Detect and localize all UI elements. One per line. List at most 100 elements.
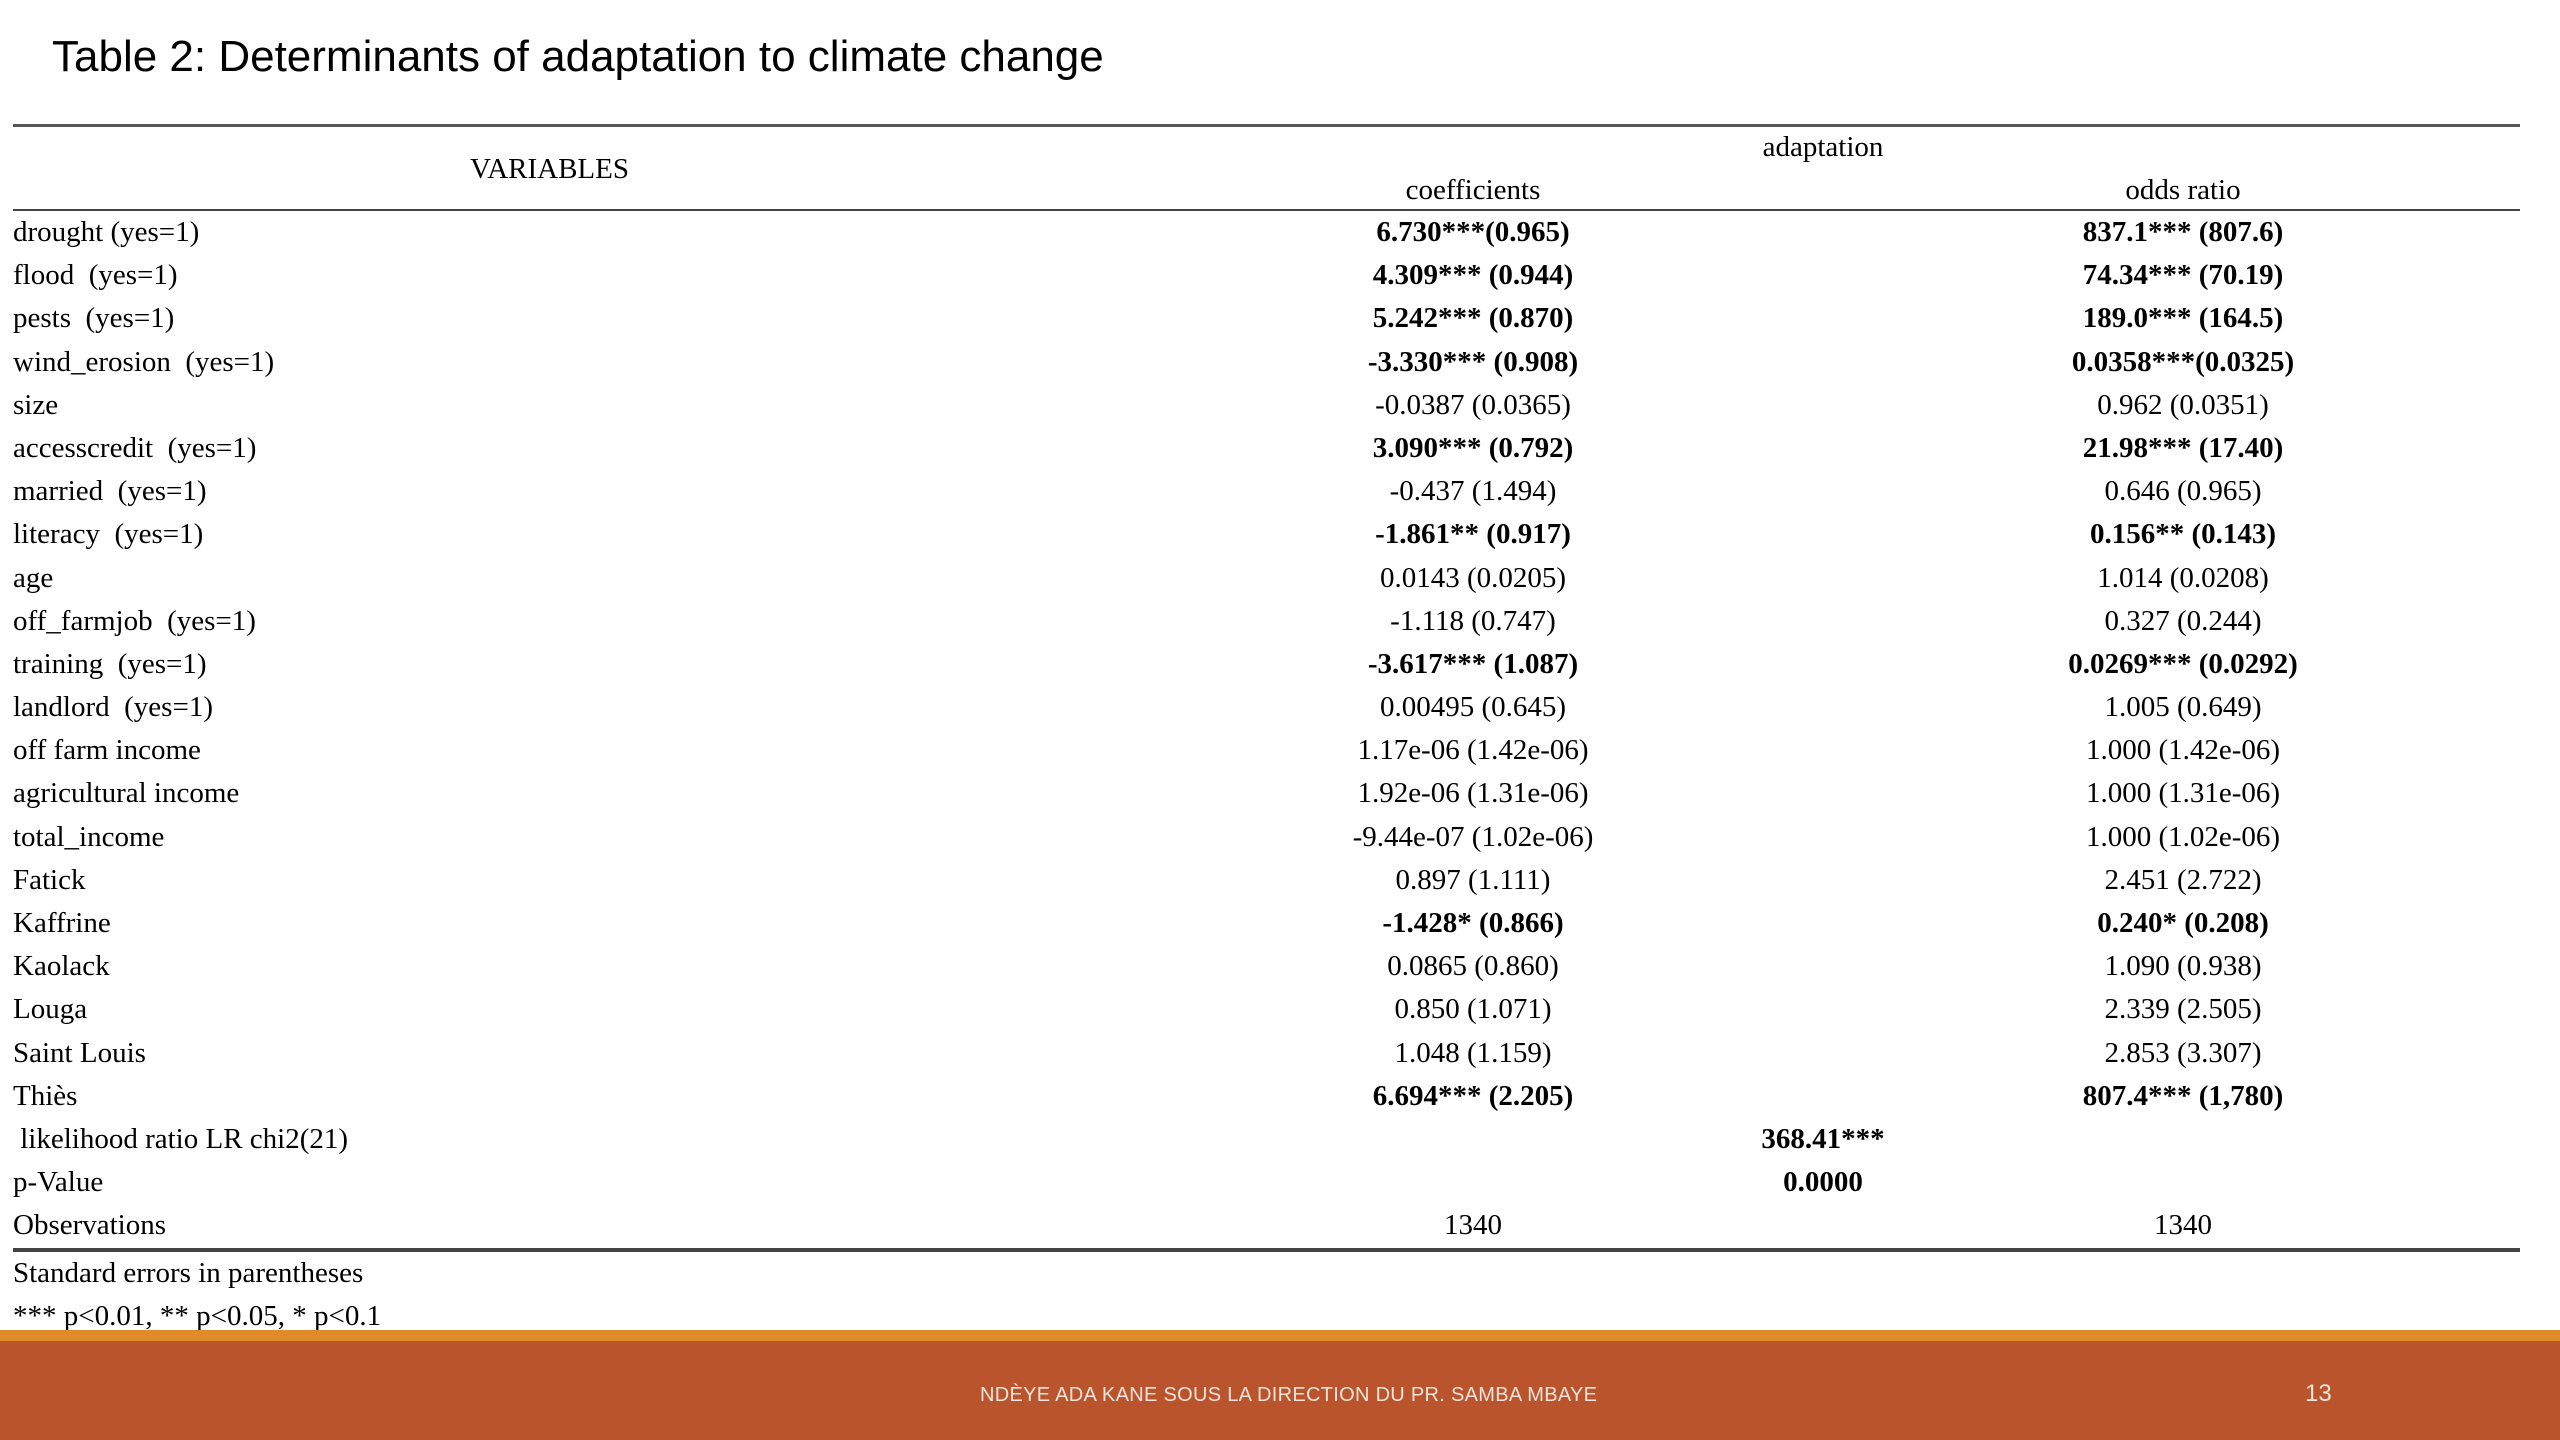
cell-odds-ratio: 2.451 (2.722) <box>2104 863 2262 896</box>
table-row: pests (yes=1) 5.242*** (0.870) 189.0*** (1… <box>13 297 2520 340</box>
table-note: *** p<0.01, ** p<0.05, * p<0.1 <box>13 1295 2520 1338</box>
cell-variable: pests (yes=1) <box>13 302 175 335</box>
cell-coefficient: 6.694*** (2.205) <box>1372 1079 1574 1112</box>
observations-odds-ratio: 1340 <box>2154 1209 2212 1242</box>
header-variables: VARIABLES <box>470 153 629 185</box>
cell-coefficient: -1.118 (0.747) <box>1390 604 1556 637</box>
cell-variable: off_farmjob (yes=1) <box>13 604 256 637</box>
cell-variable: accesscredit (yes=1) <box>13 431 257 464</box>
table-row: agricultural income 1.92e-06 (1.31e-06) 1.… <box>13 772 2520 815</box>
table-row: Fatick 0.897 (1.111) 2.451 (2.722) <box>13 859 2520 902</box>
cell-variable: off farm income <box>13 734 201 767</box>
cell-odds-ratio: 2.853 (3.307) <box>2104 1036 2262 1069</box>
table-row-observations: Observations 1340 1340 <box>13 1204 2520 1247</box>
table-row: accesscredit (yes=1) 3.090*** (0.792) 21.9… <box>13 427 2520 470</box>
table-row: married (yes=1) -0.437 (1.494) 0.646 (0.96… <box>13 470 2520 513</box>
cell-odds-ratio: 0.646 (0.965) <box>2104 475 2262 508</box>
cell-variable: training (yes=1) <box>13 647 207 680</box>
cell-odds-ratio: 74.34*** (70.19) <box>2082 259 2284 292</box>
cell-odds-ratio: 807.4*** (1,780) <box>2082 1079 2284 1112</box>
table-top-rule <box>13 124 2520 127</box>
cell-odds-ratio: 1.000 (1.42e-06) <box>2085 734 2281 767</box>
cell-odds-ratio: 1.014 (0.0208) <box>2097 561 2269 594</box>
cell-variable: agricultural income <box>13 777 240 810</box>
observations-label: Observations <box>13 1209 167 1242</box>
cell-coefficient: 4.309*** (0.944) <box>1372 259 1574 292</box>
cell-odds-ratio: 1.000 (1.31e-06) <box>2085 777 2281 810</box>
cell-variable: Saint Louis <box>13 1036 146 1069</box>
cell-coefficient: 0.0865 (0.860) <box>1387 950 1559 983</box>
footer-accent-bar <box>0 1330 2560 1341</box>
table-bottom-rule <box>13 1247 2520 1252</box>
cell-odds-ratio: 1.005 (0.649) <box>2104 691 2262 724</box>
table-row: drought (yes=1) 6.730***(0.965) 837.1*** (… <box>13 211 2520 254</box>
table-row: Kaolack 0.0865 (0.860) 1.090 (0.938) <box>13 945 2520 988</box>
table-row: training (yes=1) -3.617*** (1.087) 0.0269*… <box>13 643 2520 686</box>
cell-odds-ratio: 0.0269*** (0.0292) <box>2068 647 2298 680</box>
table-row: Thiès 6.694*** (2.205) 807.4*** (1,780) <box>13 1075 2520 1118</box>
table-row: off_farmjob (yes=1) -1.118 (0.747) 0.327 (… <box>13 600 2520 643</box>
table-body: drought (yes=1) 6.730***(0.965) 837.1*** (… <box>13 211 2520 1118</box>
cell-variable: wind_erosion (yes=1) <box>13 345 275 378</box>
cell-odds-ratio: 0.327 (0.244) <box>2104 604 2262 637</box>
cell-coefficient: -3.330*** (0.908) <box>1367 345 1579 378</box>
cell-variable: total_income <box>13 820 165 853</box>
cell-odds-ratio: 2.339 (2.505) <box>2104 993 2262 1026</box>
cell-variable: size <box>13 388 59 421</box>
cell-variable: Kaolack <box>13 950 110 983</box>
pvalue-label: p-Value <box>13 1166 104 1199</box>
cell-coefficient: 1.92e-06 (1.31e-06) <box>1357 777 1589 810</box>
cell-coefficient: 0.00495 (0.645) <box>1379 691 1567 724</box>
header-odds-ratio: odds ratio <box>2125 174 2241 206</box>
cell-variable: Thiès <box>13 1079 78 1112</box>
cell-odds-ratio: 1.000 (1.02e-06) <box>2085 820 2281 853</box>
cell-coefficient: 1.048 (1.159) <box>1394 1036 1552 1069</box>
table-row: landlord (yes=1) 0.00495 (0.645) 1.005 (0.… <box>13 686 2520 729</box>
cell-variable: landlord (yes=1) <box>13 691 213 724</box>
cell-odds-ratio: 0.240* (0.208) <box>2097 907 2269 939</box>
cell-odds-ratio: 21.98*** (17.40) <box>2082 431 2284 464</box>
cell-variable: Fatick <box>13 863 86 896</box>
cell-odds-ratio: 0.156** (0.143) <box>2089 518 2277 551</box>
cell-coefficient: 5.242*** (0.870) <box>1372 302 1574 335</box>
table-notes: Standard errors in parentheses *** p<0.0… <box>13 1252 2520 1338</box>
likelihood-value: 368.41*** <box>1761 1122 1885 1155</box>
regression-table: VARIABLES adaptation coefficients odds r… <box>13 124 2520 1338</box>
cell-coefficient: 6.730***(0.965) <box>1376 216 1570 248</box>
table-row: size -0.0387 (0.0365) 0.962 (0.0351) <box>13 384 2520 427</box>
cell-coefficient: 0.897 (1.111) <box>1395 863 1551 896</box>
cell-variable: married (yes=1) <box>13 475 207 508</box>
table-header: VARIABLES adaptation coefficients odds r… <box>13 127 2520 209</box>
cell-variable: flood (yes=1) <box>13 259 178 292</box>
cell-coefficient: -0.0387 (0.0365) <box>1375 388 1571 421</box>
table-row-pvalue: p-Value 0.0000 <box>13 1161 2520 1204</box>
cell-variable: Kaffrine <box>13 907 111 939</box>
cell-variable: literacy (yes=1) <box>13 518 204 551</box>
table-row: Saint Louis 1.048 (1.159) 2.853 (3.307) <box>13 1032 2520 1075</box>
page-number: 13 <box>2305 1380 2332 1407</box>
note-standard-errors: Standard errors in parentheses <box>13 1256 364 1289</box>
cell-variable: drought (yes=1) <box>13 216 200 248</box>
cell-coefficient: -3.617*** (1.087) <box>1367 647 1579 680</box>
table-row-likelihood: likelihood ratio LR chi2(21) 368.41*** <box>13 1118 2520 1161</box>
table-row: Kaffrine -1.428* (0.866) 0.240* (0.208) <box>13 902 2520 945</box>
header-adaptation: adaptation <box>1762 131 1884 163</box>
footer-text: NDÈYE ADA KANE SOUS LA DIRECTION DU PR. … <box>980 1384 1598 1406</box>
cell-odds-ratio: 0.962 (0.0351) <box>2097 388 2269 421</box>
cell-coefficient: 1.17e-06 (1.42e-06) <box>1357 734 1589 767</box>
table-row: off farm income 1.17e-06 (1.42e-06) 1.000 … <box>13 729 2520 772</box>
cell-coefficient: -1.428* (0.866) <box>1382 907 1564 939</box>
cell-coefficient: 0.850 (1.071) <box>1394 993 1552 1026</box>
cell-coefficient: -1.861** (0.917) <box>1375 518 1571 551</box>
cell-coefficient: 0.0143 (0.0205) <box>1379 561 1567 594</box>
cell-odds-ratio: 1.090 (0.938) <box>2104 950 2262 983</box>
cell-coefficient: -9.44e-07 (1.02e-06) <box>1352 820 1594 853</box>
table-row: total_income -9.44e-07 (1.02e-06) 1.000 (1… <box>13 816 2520 859</box>
pvalue-value: 0.0000 <box>1783 1166 1863 1199</box>
cell-variable: age <box>13 561 54 594</box>
table-row: flood (yes=1) 4.309*** (0.944) 74.34*** (7… <box>13 254 2520 297</box>
cell-odds-ratio: 837.1*** (807.6) <box>2082 216 2284 248</box>
slide-title: Table 2: Determinants of adaptation to c… <box>52 32 1104 81</box>
likelihood-label: likelihood ratio LR chi2(21) <box>13 1122 349 1155</box>
table-header-rule <box>13 209 2520 211</box>
